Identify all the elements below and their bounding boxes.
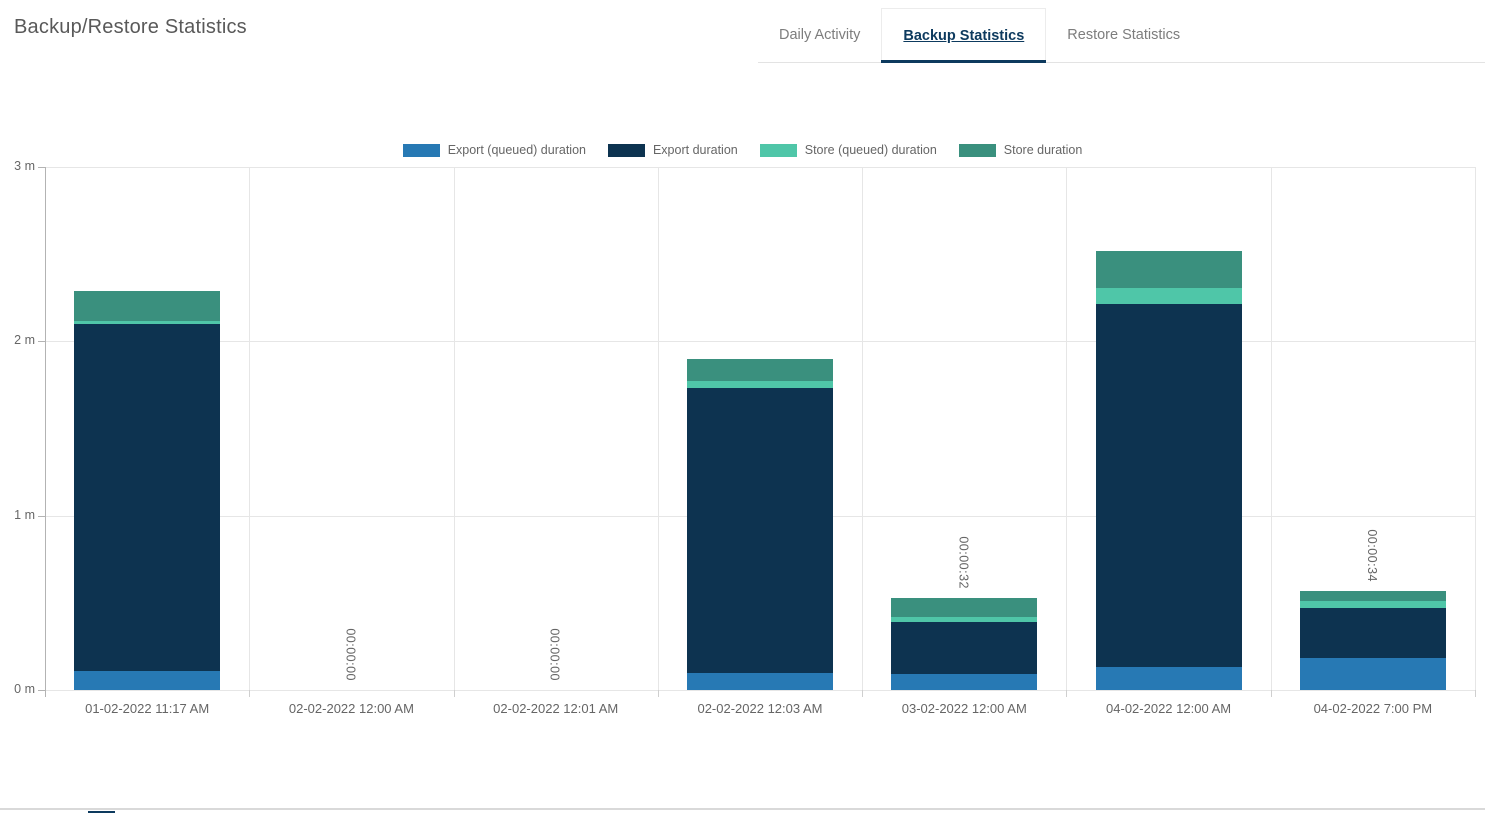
bottom-divider	[0, 808, 1485, 810]
x-axis-label: 02-02-2022 12:03 AM	[697, 701, 823, 716]
gridline-horizontal	[45, 690, 1475, 691]
x-axis-label: 02-02-2022 12:00 AM	[288, 701, 414, 716]
x-axis-tick	[453, 690, 455, 697]
gridline-vertical	[1270, 167, 1272, 690]
gridline-vertical	[1475, 167, 1476, 690]
legend-label: Store duration	[1003, 143, 1083, 157]
tab-restore-statistics[interactable]: Restore Statistics	[1067, 27, 1181, 43]
bar-segment-store-duration[interactable]	[1299, 590, 1446, 602]
horizontal-scrollbar-thumb[interactable]	[88, 811, 115, 813]
bar-segment-store-queued-duration[interactable]	[1299, 601, 1446, 609]
tab-daily-activity[interactable]: Daily Activity	[779, 27, 861, 43]
gridline-vertical	[453, 167, 455, 690]
x-axis-label: 04-02-2022 7:00 PM	[1313, 701, 1433, 716]
bar-segment-store-queued-duration[interactable]	[74, 320, 221, 325]
bar-segment-store-queued-duration[interactable]	[891, 616, 1038, 623]
bar-segment-export-duration[interactable]	[1299, 608, 1446, 659]
bar-segment-export-duration[interactable]	[891, 622, 1038, 675]
legend-item-export-queued-duration[interactable]: Export (queued) duration	[402, 143, 586, 157]
legend-swatch-store-queued-duration	[759, 143, 797, 157]
page-title: Backup/Restore Statistics	[14, 16, 247, 38]
x-axis-tick	[862, 690, 864, 697]
y-axis-label: 3 m	[14, 159, 35, 173]
gridline-horizontal	[45, 341, 1475, 343]
bar-segment-export-duration[interactable]	[1095, 303, 1242, 667]
legend-item-export-duration[interactable]: Export duration	[607, 143, 738, 157]
bar-total-label: 00:00:32	[956, 536, 971, 590]
legend-item-store-queued-duration[interactable]: Store (queued) duration	[759, 143, 937, 157]
bar-segment-export-queued-duration[interactable]	[1299, 658, 1446, 690]
y-axis-label: 0 m	[14, 682, 35, 696]
bar-segment-export-queued-duration[interactable]	[891, 674, 1038, 690]
x-axis-tick	[249, 690, 251, 697]
tab-backup-statistics[interactable]: Backup Statistics	[881, 8, 1047, 63]
chart-legend: Export (queued) duration Export duration S…	[0, 143, 1485, 157]
gridline-vertical	[1066, 167, 1068, 690]
bar-segment-export-queued-duration[interactable]	[687, 673, 833, 690]
bar-segment-export-duration[interactable]	[687, 388, 833, 674]
bar-segment-store-duration[interactable]	[1095, 250, 1242, 288]
x-axis-label: 03-02-2022 12:00 AM	[901, 701, 1027, 716]
legend-label: Export (queued) duration	[447, 143, 586, 157]
bar-segment-export-queued-duration[interactable]	[1095, 666, 1242, 690]
x-axis-tick	[1270, 690, 1272, 697]
bar-segment-store-duration[interactable]	[891, 598, 1038, 617]
x-axis-label: 01-02-2022 11:17 AM	[85, 701, 210, 716]
y-axis-tick	[38, 515, 45, 517]
gridline-vertical	[862, 167, 864, 690]
legend-label: Store (queued) duration	[804, 143, 937, 157]
legend-item-store-duration[interactable]: Store duration	[958, 143, 1083, 157]
gridline-horizontal	[45, 167, 1475, 168]
legend-swatch-export-queued-duration	[402, 143, 440, 157]
x-axis-label: 02-02-2022 12:01 AM	[493, 701, 619, 716]
gridline-vertical	[657, 167, 659, 690]
y-axis-tick	[38, 341, 45, 343]
gridline-vertical	[249, 167, 251, 690]
bar-segment-store-queued-duration[interactable]	[1095, 287, 1242, 304]
bar-total-label: 00:00:00	[547, 628, 562, 681]
bar-segment-store-queued-duration[interactable]	[687, 381, 833, 389]
x-axis-label: 04-02-2022 12:00 AM	[1106, 701, 1232, 716]
bar-segment-export-queued-duration[interactable]	[74, 671, 221, 690]
bar-segment-store-duration[interactable]	[687, 359, 833, 382]
x-axis-tick	[1066, 690, 1068, 697]
bar-segment-store-duration[interactable]	[74, 291, 221, 321]
y-axis-tick	[38, 167, 45, 168]
x-axis-tick	[1475, 690, 1476, 697]
bar-total-label: 00:00:00	[343, 628, 358, 681]
legend-swatch-store-duration	[958, 143, 996, 157]
legend-swatch-export-duration	[607, 143, 645, 157]
y-axis-tick	[38, 690, 45, 691]
legend-label: Export duration	[652, 143, 738, 157]
bar-segment-export-duration[interactable]	[74, 324, 221, 672]
x-axis-tick	[657, 690, 659, 697]
y-axis-label: 1 m	[14, 507, 35, 522]
y-axis-label: 2 m	[14, 333, 35, 348]
tab-bar: Daily Activity Backup Statistics Restore S…	[758, 8, 1485, 63]
y-axis-line	[45, 167, 46, 697]
bar-total-label: 00:00:34	[1364, 529, 1379, 582]
